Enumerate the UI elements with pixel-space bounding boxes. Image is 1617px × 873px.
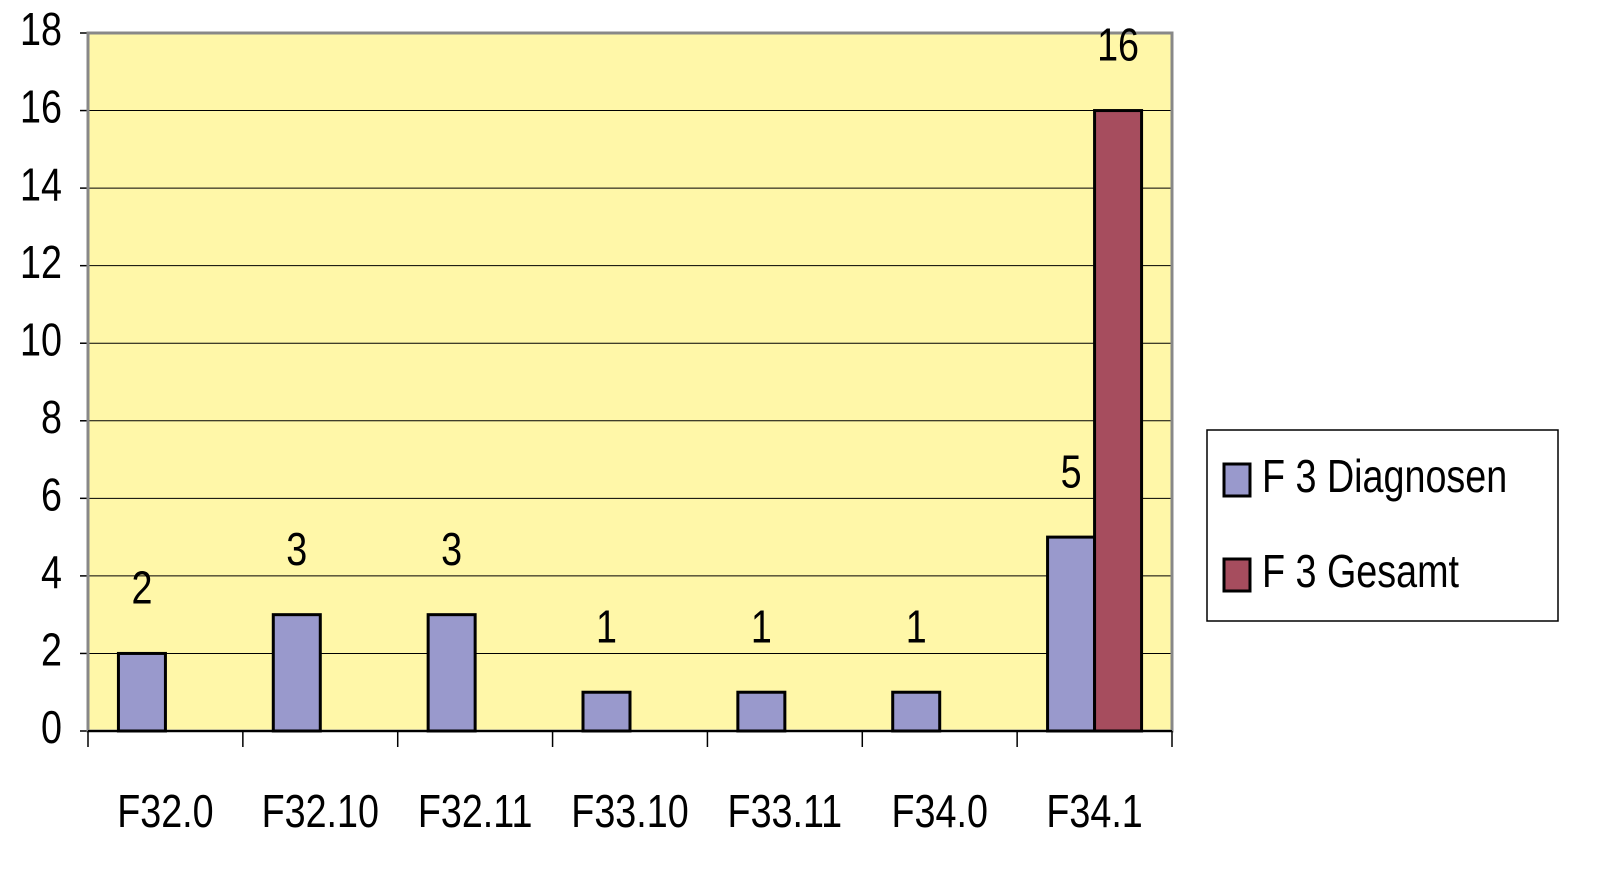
y-tick-label: 18 bbox=[20, 4, 62, 55]
data-label: 3 bbox=[286, 523, 307, 574]
data-label: 5 bbox=[1061, 446, 1082, 497]
x-tick-label: F34.0 bbox=[892, 786, 988, 837]
bar bbox=[1093, 109, 1144, 733]
y-tick-label: 14 bbox=[20, 159, 62, 210]
y-tick-label: 4 bbox=[41, 546, 62, 597]
y-tick-label: 6 bbox=[41, 469, 62, 520]
bar bbox=[1046, 535, 1097, 733]
data-label: 1 bbox=[906, 601, 927, 652]
x-tick-label: F33.11 bbox=[728, 786, 843, 837]
y-tick-label: 16 bbox=[20, 81, 62, 132]
data-label: 1 bbox=[596, 601, 617, 652]
data-label: 2 bbox=[131, 562, 152, 613]
y-tick-label: 8 bbox=[41, 391, 62, 442]
data-label: 3 bbox=[441, 523, 462, 574]
data-label: 1 bbox=[751, 601, 772, 652]
plot-area bbox=[88, 33, 1172, 731]
bar bbox=[581, 690, 632, 733]
data-label: 16 bbox=[1097, 19, 1139, 70]
legend-swatch bbox=[1222, 557, 1252, 593]
bar bbox=[116, 651, 167, 733]
x-tick-label: F34.1 bbox=[1046, 786, 1142, 837]
x-tick-label: F32.11 bbox=[418, 786, 533, 837]
x-tick-label: F33.10 bbox=[571, 786, 688, 837]
legend-box bbox=[1206, 429, 1559, 622]
y-tick-label: 12 bbox=[20, 236, 62, 287]
y-tick-label: 0 bbox=[41, 702, 62, 753]
bar bbox=[736, 690, 787, 733]
x-tick-label: F32.10 bbox=[262, 786, 379, 837]
legend-label: F 3 Gesamt bbox=[1262, 546, 1459, 597]
x-tick-label: F32.0 bbox=[117, 786, 213, 837]
y-tick-label: 2 bbox=[41, 624, 62, 675]
legend-label: F 3 Diagnosen bbox=[1262, 451, 1507, 502]
bar bbox=[271, 613, 322, 733]
bar bbox=[891, 690, 942, 733]
bar bbox=[426, 613, 477, 733]
y-tick-label: 10 bbox=[20, 314, 62, 365]
legend-swatch bbox=[1222, 462, 1252, 498]
